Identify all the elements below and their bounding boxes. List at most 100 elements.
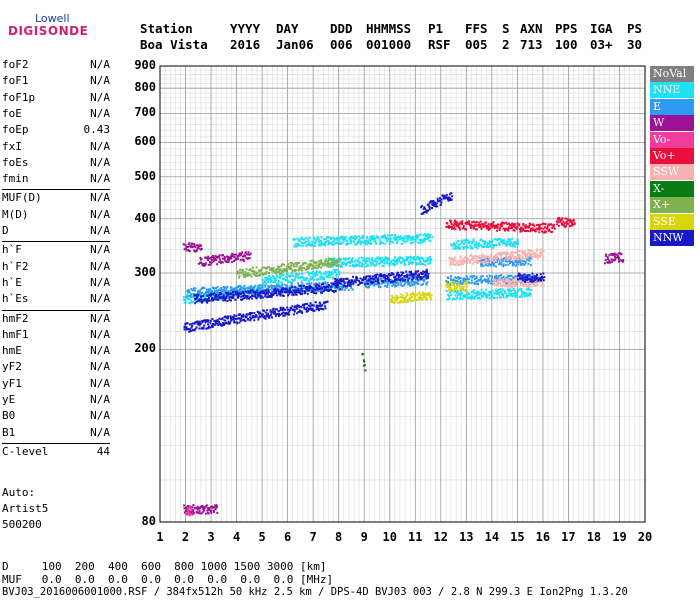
- echo-point: [517, 288, 520, 291]
- echo-point: [195, 297, 198, 300]
- echo-point: [355, 259, 357, 262]
- echo-point: [516, 222, 519, 225]
- echo-point: [190, 511, 193, 513]
- echo-point: [334, 277, 337, 280]
- parameter-value: N/A: [90, 393, 110, 406]
- echo-point: [208, 296, 210, 299]
- parameter-row: foF1p N/A: [2, 91, 110, 107]
- echo-point: [251, 312, 253, 315]
- echo-point: [313, 236, 315, 239]
- echo-point: [531, 285, 534, 288]
- echo-point: [522, 227, 524, 230]
- x-tick-label: 11: [408, 530, 423, 544]
- echo-point: [509, 294, 512, 297]
- echo-point: [239, 313, 242, 316]
- echo-point: [322, 308, 325, 311]
- echo-point: [211, 258, 214, 261]
- echo-point: [488, 280, 491, 283]
- echo-point: [571, 222, 574, 225]
- echo-point: [367, 282, 369, 285]
- echo-point: [505, 278, 508, 281]
- echo-point: [257, 316, 260, 319]
- echo-point: [379, 286, 382, 289]
- echo-point: [449, 197, 452, 200]
- echo-point: [280, 282, 283, 285]
- y-tick-label: 500: [134, 168, 156, 183]
- echo-point: [400, 274, 403, 276]
- echo-point: [221, 261, 224, 264]
- echo-point: [490, 222, 493, 225]
- echo-point: [315, 278, 318, 281]
- echo-point: [451, 263, 454, 266]
- echo-point: [266, 315, 269, 318]
- echo-point: [504, 264, 507, 267]
- echo-point: [193, 287, 195, 290]
- echo-point: [239, 290, 242, 293]
- echo-point: [194, 298, 197, 300]
- echo-point: [302, 263, 304, 266]
- echo-point: [241, 286, 244, 289]
- echo-point: [415, 271, 418, 274]
- echo-point: [266, 281, 269, 283]
- y-tick-label: 900: [134, 58, 156, 72]
- echo-point: [491, 289, 494, 292]
- echo-point: [200, 298, 203, 301]
- echo-point: [201, 319, 204, 322]
- echo-point: [207, 255, 210, 258]
- echo-point: [423, 294, 425, 297]
- echo-point: [519, 230, 522, 233]
- echo-point: [429, 260, 432, 263]
- echo-point: [253, 286, 255, 289]
- echo-point: [493, 256, 496, 259]
- echo-point: [396, 280, 399, 283]
- echo-point: [246, 295, 249, 298]
- echo-point: [395, 281, 397, 283]
- echo-point: [280, 264, 283, 267]
- echo-point: [485, 280, 488, 283]
- echo-point: [264, 295, 267, 298]
- echo-point: [609, 261, 612, 264]
- legend-item: E: [650, 98, 694, 115]
- echo-point: [420, 212, 423, 215]
- echo-point: [462, 246, 465, 249]
- echo-point: [443, 196, 445, 199]
- echo-point: [238, 321, 241, 324]
- echo-point: [344, 235, 347, 238]
- echo-point: [462, 225, 465, 228]
- echo-point: [310, 263, 313, 266]
- echo-point: [528, 222, 531, 225]
- echo-point: [324, 264, 327, 267]
- echo-point: [457, 277, 460, 280]
- echo-point: [192, 292, 195, 295]
- echo-point: [324, 281, 327, 284]
- echo-point: [334, 260, 337, 263]
- echo-point: [390, 278, 392, 281]
- echo-point: [404, 275, 407, 278]
- echo-point: [272, 290, 275, 293]
- echo-point: [184, 244, 187, 247]
- echo-point: [526, 230, 529, 232]
- echo-point: [281, 263, 284, 266]
- echo-point: [536, 224, 539, 227]
- echo-point: [570, 220, 573, 222]
- echo-point: [184, 297, 187, 300]
- echo-point: [480, 280, 483, 283]
- echo-point: [192, 504, 195, 506]
- echo-point: [324, 307, 327, 310]
- echo-point: [473, 297, 476, 300]
- echo-point: [486, 227, 489, 230]
- echo-point: [267, 295, 270, 298]
- header-value: 2: [502, 37, 510, 52]
- echo-point: [527, 230, 530, 232]
- echo-point: [260, 269, 262, 272]
- echo-point: [366, 263, 369, 266]
- echo-point: [525, 225, 528, 228]
- echo-point: [567, 222, 570, 225]
- echo-point: [492, 221, 495, 224]
- echo-point: [490, 240, 493, 243]
- echo-point: [496, 256, 499, 259]
- echo-point: [337, 273, 339, 276]
- echo-point: [524, 262, 527, 265]
- echo-point: [303, 292, 306, 295]
- echo-point: [519, 259, 522, 262]
